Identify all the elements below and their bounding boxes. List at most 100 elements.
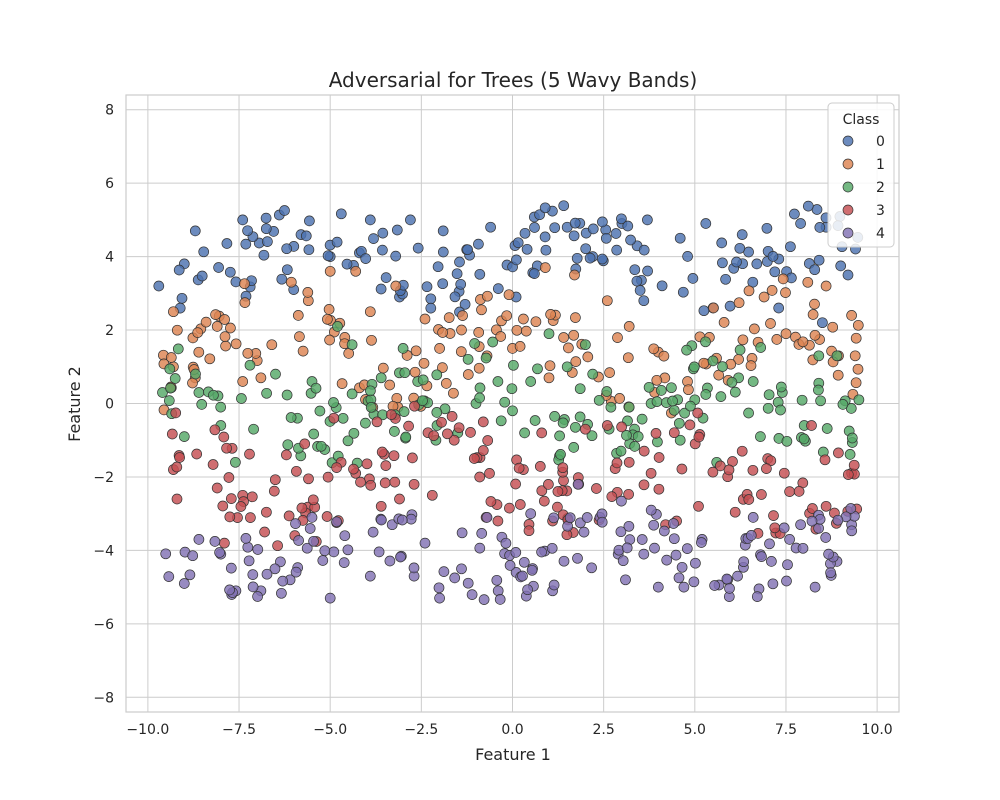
y-tick-label: 4 (105, 250, 114, 266)
point-class-3 (833, 447, 844, 459)
point-class-2 (196, 399, 208, 410)
point-class-4 (548, 579, 560, 591)
x-tick-label: 7.5 (775, 722, 797, 738)
point-class-1 (809, 329, 821, 341)
y-axis-label: Feature 2 (65, 366, 84, 442)
point-class-1 (171, 324, 183, 336)
point-class-3 (331, 462, 342, 473)
point-class-2 (342, 435, 354, 447)
point-class-2 (399, 367, 411, 379)
point-class-2 (474, 382, 486, 394)
point-class-0 (767, 251, 779, 262)
point-class-2 (532, 363, 543, 375)
point-class-3 (371, 416, 383, 428)
point-class-3 (707, 466, 719, 478)
point-class-1 (168, 306, 179, 318)
point-class-2 (775, 404, 786, 416)
point-class-4 (242, 541, 254, 553)
point-class-1 (225, 322, 236, 334)
point-class-2 (555, 449, 566, 460)
point-class-4 (820, 532, 832, 543)
point-class-0 (511, 254, 522, 266)
point-class-1 (377, 362, 389, 374)
point-class-0 (260, 212, 272, 224)
point-class-0 (242, 225, 253, 237)
point-class-1 (476, 304, 487, 316)
point-class-3 (756, 489, 767, 500)
x-tick-label: 2.5 (593, 722, 615, 738)
point-class-2 (346, 388, 358, 400)
point-class-0 (751, 258, 763, 270)
point-class-1 (350, 265, 362, 277)
point-class-0 (698, 305, 710, 317)
point-class-1 (850, 332, 862, 344)
point-class-2 (375, 372, 387, 384)
point-class-0 (785, 241, 796, 253)
point-class-3 (261, 506, 272, 518)
point-class-3 (848, 459, 860, 471)
point-class-1 (846, 310, 857, 321)
point-class-0 (597, 216, 608, 228)
point-class-2 (230, 456, 241, 468)
point-class-4 (536, 546, 547, 558)
point-class-3 (376, 446, 388, 458)
point-class-2 (554, 430, 565, 442)
x-tick-label: −5.0 (313, 722, 347, 738)
point-class-3 (244, 448, 255, 460)
point-class-3 (747, 464, 759, 476)
point-class-0 (802, 200, 814, 212)
point-class-0 (674, 232, 686, 244)
point-class-2 (506, 383, 518, 395)
point-class-2 (169, 373, 181, 384)
point-class-3 (407, 452, 418, 464)
point-class-3 (676, 463, 688, 475)
point-class-1 (612, 332, 623, 343)
point-class-3 (307, 494, 319, 506)
point-class-2 (215, 401, 227, 413)
point-class-0 (600, 232, 612, 244)
point-class-4 (522, 584, 533, 596)
point-class-3 (653, 483, 665, 495)
point-class-4 (688, 576, 700, 588)
point-class-3 (394, 493, 405, 505)
point-class-4 (578, 526, 590, 538)
point-class-0 (213, 262, 224, 273)
point-class-1 (384, 379, 396, 391)
point-class-1 (514, 341, 526, 352)
point-class-1 (390, 280, 402, 292)
point-class-0 (731, 256, 742, 268)
point-class-0 (335, 208, 347, 220)
point-class-0 (571, 252, 583, 264)
point-class-1 (239, 297, 251, 308)
point-class-1 (457, 310, 468, 321)
point-class-3 (235, 501, 247, 512)
point-class-4 (668, 518, 679, 529)
point-class-0 (405, 214, 416, 226)
point-class-3 (743, 494, 755, 505)
point-class-4 (367, 526, 379, 538)
point-class-1 (211, 321, 223, 332)
point-class-0 (153, 280, 165, 292)
legend-label-class-0: 0 (876, 134, 885, 150)
point-class-2 (688, 361, 700, 373)
point-class-2 (469, 338, 480, 349)
point-class-4 (732, 570, 743, 582)
point-class-3 (729, 506, 741, 518)
point-class-2 (673, 417, 685, 429)
point-class-4 (328, 546, 340, 558)
point-class-4 (252, 591, 263, 602)
point-class-0 (789, 208, 800, 220)
point-class-3 (269, 474, 281, 486)
point-class-3 (504, 502, 515, 514)
point-class-3 (769, 522, 781, 534)
point-class-4 (376, 514, 387, 526)
point-class-2 (236, 393, 247, 404)
point-class-1 (419, 313, 431, 325)
point-class-1 (582, 351, 594, 363)
point-class-4 (617, 555, 629, 567)
point-class-1 (440, 378, 452, 389)
point-class-2 (815, 395, 826, 407)
point-class-2 (398, 406, 410, 417)
point-class-3 (623, 488, 634, 500)
